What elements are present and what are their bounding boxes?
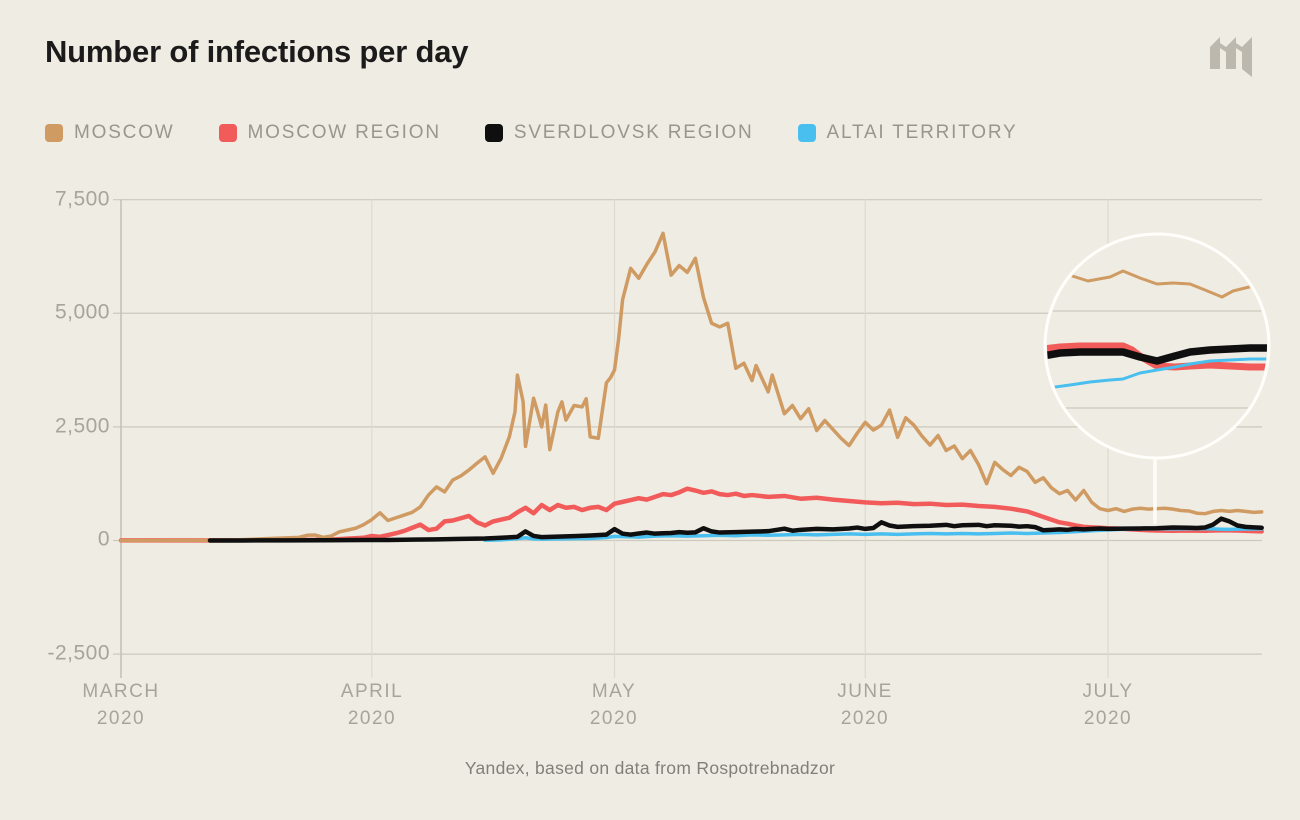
legend-label: MOSCOW REGION [247, 122, 441, 143]
month-text: APRIL [340, 681, 404, 702]
series-line-moscow-region [118, 486, 1264, 543]
legend-item-moscow: MOSCOW [45, 122, 175, 144]
x-tick-label-june: JUNE 2020 [785, 679, 945, 732]
chart-legend: MOSCOW MOSCOW REGION SVERDLOVSK REGION A… [45, 122, 1018, 144]
month-text: JULY [1082, 681, 1134, 702]
magnifier-circle [1043, 232, 1271, 460]
year-text: 2020 [840, 707, 890, 729]
x-tick-label-march: MARCH 2020 [41, 679, 201, 732]
y-tick-label: 2,500 [54, 414, 110, 438]
series-line-sverdlovsk-region [207, 516, 1264, 543]
year-text: 2020 [1083, 707, 1133, 729]
year-text: 2020 [589, 707, 639, 729]
x-tick-label-july: JULY 2020 [1028, 679, 1188, 732]
magnifier-series-sverdlovsk-region [1047, 344, 1267, 365]
series-line-moscow [119, 231, 1264, 543]
y-tick-label: 0 [97, 527, 110, 551]
legend-swatch-moscow-region [218, 124, 237, 142]
year-text: 2020 [96, 707, 146, 729]
magnifier-series-moscow [1047, 269, 1267, 299]
y-tick-label: 7,500 [54, 187, 110, 211]
magnifier-content [1047, 269, 1267, 409]
legend-item-altai-territory: ALTAI TERRITORY [797, 122, 1018, 144]
legend-label: SVERDLOVSK REGION [513, 122, 754, 143]
month-text: MAY [591, 681, 637, 702]
x-tick-label-may: MAY 2020 [534, 679, 694, 732]
x-tick-label-april: APRIL 2020 [292, 679, 452, 732]
legend-item-moscow-region: MOSCOW REGION [218, 122, 441, 144]
legend-label: ALTAI TERRITORY [826, 122, 1018, 143]
legend-swatch-moscow [45, 124, 63, 142]
legend-swatch-altai-territory [797, 124, 816, 142]
y-tick-label: 5,000 [54, 300, 110, 324]
legend-label: MOSCOW [74, 122, 175, 143]
month-text: JUNE [837, 681, 893, 702]
source-caption: Yandex, based on data from Rospotrebnadz… [464, 758, 836, 778]
year-text: 2020 [347, 707, 397, 729]
meduza-m-logo [1210, 37, 1252, 77]
y-tick-label: -2,500 [47, 641, 110, 665]
page-title: Number of infections per day [45, 34, 469, 69]
magnifier-series-altai-territory [1047, 357, 1267, 390]
month-text: MARCH [82, 681, 160, 702]
legend-swatch-sverdlovsk-region [484, 124, 503, 142]
legend-item-sverdlovsk-region: SVERDLOVSK REGION [484, 122, 754, 144]
